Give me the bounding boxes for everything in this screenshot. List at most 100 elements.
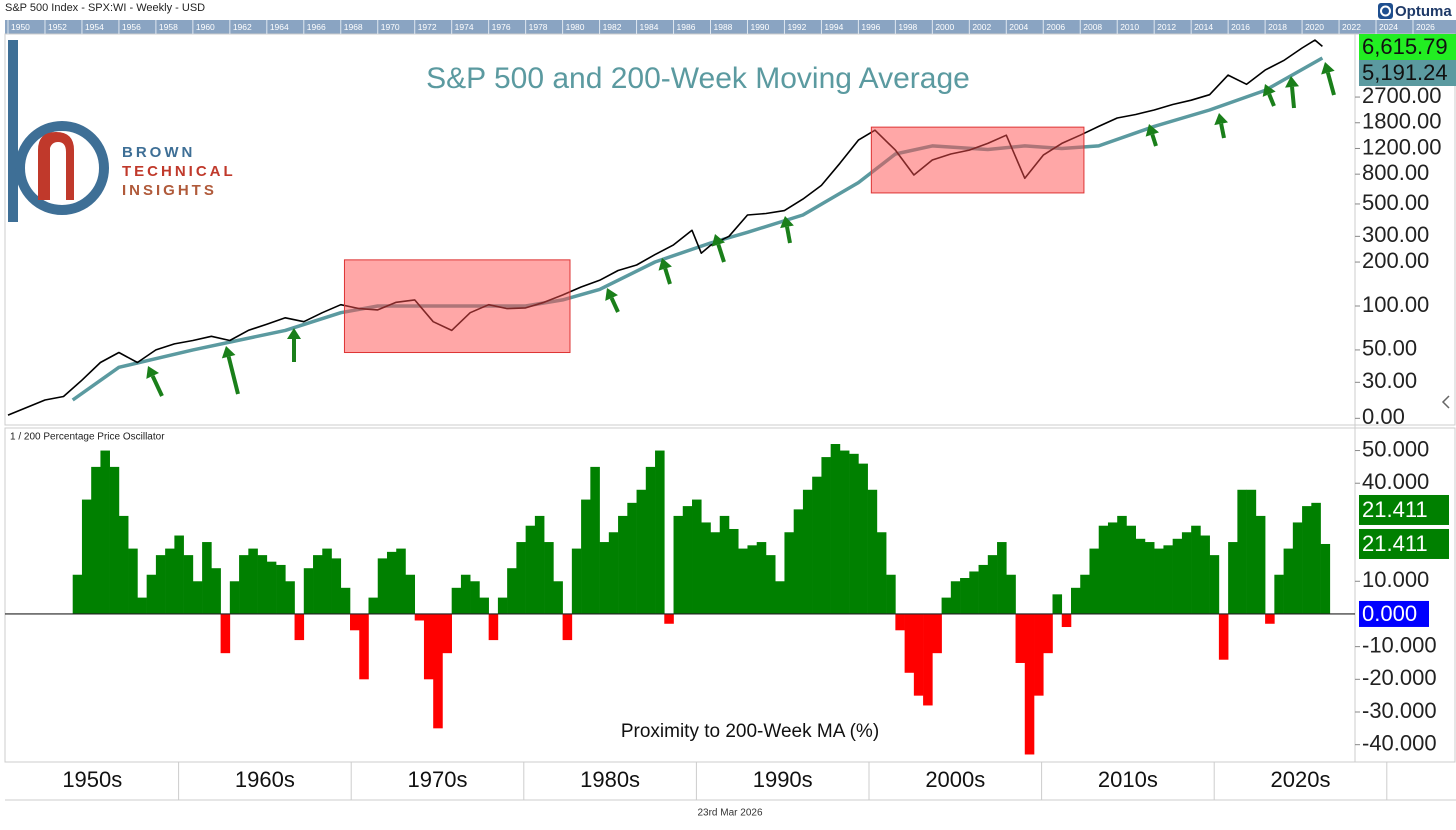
oscillator-bar	[1154, 548, 1164, 614]
oscillator-bar	[1061, 613, 1072, 628]
y-tick-label: -20.000	[1362, 665, 1437, 690]
brand-icon-ring	[1380, 5, 1391, 17]
x-tick-label: 2010	[1120, 22, 1139, 32]
oscillator-bar	[1311, 502, 1321, 614]
oscillator-bar	[960, 578, 970, 614]
x-tick-label: 1956	[122, 22, 141, 32]
oscillator-bar	[497, 597, 508, 614]
y-tick-label: 500.00	[1362, 190, 1429, 215]
oscillator-bar	[146, 574, 157, 614]
baseline-label: 0.000	[1362, 601, 1417, 626]
y-tick-label: 800.00	[1362, 160, 1429, 185]
oscillator-bar	[1274, 574, 1284, 614]
oscillator-bar	[765, 555, 776, 614]
oscillator-bar	[618, 515, 628, 614]
arrow-shaft	[1150, 133, 1158, 147]
decade-label: 2020s	[1271, 767, 1331, 792]
x-tick-label: 2020	[1305, 22, 1324, 32]
oscillator-bar	[303, 568, 314, 614]
oscillator-bar	[470, 581, 480, 614]
x-tick-label: 1952	[48, 22, 67, 32]
decade-label: 2010s	[1098, 767, 1158, 792]
oscillator-bar	[340, 587, 351, 614]
x-tick-label: 1990	[750, 22, 769, 32]
oscillator-bar	[322, 548, 332, 614]
oscillator-bar	[211, 568, 221, 614]
oscillator-bar	[1024, 613, 1035, 755]
y-tick-label: 1200.00	[1362, 134, 1442, 159]
x-tick-label: 1964	[270, 22, 289, 32]
oscillator-bar	[359, 613, 369, 680]
current-value-label: 21.411	[1362, 497, 1428, 522]
baseline-box	[1359, 600, 1429, 627]
oscillator-bar	[1043, 613, 1053, 654]
oscillator-bar	[516, 542, 526, 614]
arrow-shaft	[785, 226, 792, 244]
logo-mark	[38, 132, 74, 200]
logo-stem	[8, 40, 18, 222]
x-tick-label: 1950	[11, 22, 30, 32]
oscillator-bar	[81, 499, 92, 614]
decade-label: 1970s	[408, 767, 468, 792]
price-line	[7, 39, 1323, 416]
arrow-head	[146, 366, 159, 379]
oscillator-bar	[248, 548, 258, 614]
oscillator-bar	[1237, 489, 1247, 614]
oscillator-bar	[1163, 545, 1173, 614]
x-tick-label: 2024	[1379, 22, 1398, 32]
scroll-button[interactable]	[1441, 395, 1450, 409]
oscillator-bar	[534, 515, 545, 614]
oscillator-bar	[849, 453, 859, 614]
x-tick-label: 1970	[381, 22, 400, 32]
decade-label: 1990s	[753, 767, 813, 792]
y-tick-label: -30.000	[1362, 698, 1437, 723]
x-tick-label: 2026	[1416, 22, 1435, 32]
oscillator-bar	[941, 597, 952, 614]
oscillator-bar	[91, 466, 101, 614]
x-tick-label: 1962	[233, 22, 252, 32]
oscillator-bar	[1302, 506, 1312, 614]
oscillator-bar	[1181, 532, 1192, 614]
arrow-head	[287, 328, 301, 339]
y-tick-label: 30.00	[1362, 368, 1417, 393]
oscillator-bar	[1135, 538, 1146, 614]
oscillator-bar	[1172, 538, 1183, 614]
chart-title: S&P 500 and 200-Week Moving Average	[426, 62, 970, 95]
arrow-head	[711, 234, 726, 247]
oscillator-bar	[1292, 522, 1303, 614]
highlight-box	[343, 259, 571, 354]
header-title: S&P 500 Index - SPX:WI - Weekly - USD	[5, 2, 205, 14]
logo-bowl	[15, 121, 109, 215]
arrow-shaft	[609, 297, 620, 313]
oscillator-bar	[488, 613, 499, 641]
x-tick-label: 2022	[1342, 22, 1361, 32]
x-tick-label: 2012	[1157, 22, 1176, 32]
x-tick-label: 2002	[972, 22, 991, 32]
oscillator-bar	[451, 587, 462, 614]
decade-label: 2000s	[925, 767, 985, 792]
x-tick-label: 1994	[824, 22, 843, 32]
arrow-head	[1145, 124, 1160, 137]
oscillator-bar	[1255, 515, 1266, 614]
logo-line3: INSIGHTS	[122, 182, 217, 199]
x-tick-label: 1988	[714, 22, 733, 32]
oscillator-bar	[997, 542, 1007, 614]
oscillator-bar	[137, 597, 147, 614]
year-strip	[5, 20, 1456, 34]
oscillator-bar	[950, 581, 961, 614]
x-tick-label: 1984	[640, 22, 659, 32]
arrow-shaft	[150, 375, 164, 397]
y-tick-label: 40.000	[1362, 469, 1429, 494]
x-tick-label: 2008	[1083, 22, 1102, 32]
oscillator-bar	[414, 613, 425, 621]
oscillator-bar	[830, 444, 841, 614]
oscillator-bar	[155, 555, 166, 614]
current-value-box	[1359, 60, 1456, 86]
arrow-shaft	[226, 356, 240, 395]
oscillator-bar	[821, 457, 831, 614]
x-tick-label: 2000	[935, 22, 954, 32]
y-tick-label: 50.00	[1362, 336, 1417, 361]
oscillator-bar	[294, 613, 305, 641]
current-value-box	[1359, 494, 1449, 525]
oscillator-bar	[276, 564, 286, 614]
